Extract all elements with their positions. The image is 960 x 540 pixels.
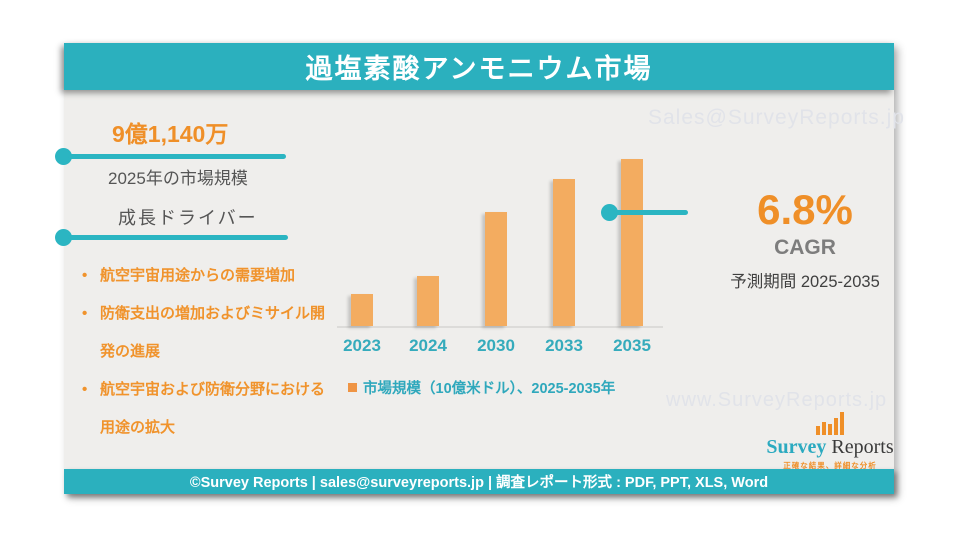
driver-text: 航空宇宙および防衛分野における用途の拡大 bbox=[100, 381, 326, 436]
accent-line bbox=[608, 210, 688, 215]
legend-label: 市場規模（10億米ドル）、2025-2035年 bbox=[363, 381, 616, 397]
x-axis-label: 2023 bbox=[343, 336, 381, 355]
accent-dot bbox=[55, 229, 72, 246]
chart-bar-2030 bbox=[485, 212, 507, 326]
logo-wordmark: Survey Reports bbox=[724, 436, 936, 459]
market-size-caption: 2025年の市場規模 bbox=[108, 169, 248, 188]
market-size-value: 9億1,140万 bbox=[112, 121, 229, 147]
x-axis-label: 2033 bbox=[545, 336, 583, 355]
driver-text: 防衛支出の増加およびミサイル開発の進展 bbox=[100, 305, 326, 360]
x-axis-label: 2035 bbox=[613, 336, 651, 355]
driver-item: • 防衛支出の増加およびミサイル開発の進展 bbox=[74, 295, 336, 371]
chart-bar-2035 bbox=[621, 159, 643, 326]
logo-tagline: 正確な結果、詳細な分析 bbox=[783, 461, 877, 470]
bullet-icon: • bbox=[82, 381, 88, 398]
footer-banner: ©Survey Reports | sales@surveyreports.jp… bbox=[64, 469, 894, 494]
bullet-icon: • bbox=[82, 305, 88, 322]
driver-item: • 航空宇宙用途からの需要増加 bbox=[74, 257, 336, 295]
accent-line bbox=[68, 235, 288, 240]
chart-legend: 市場規模（10億米ドル）、2025-2035年 bbox=[348, 377, 615, 398]
driver-text: 航空宇宙用途からの需要増加 bbox=[100, 267, 296, 284]
infographic-card: 過塩素酸アンモニウム市場 Sales@SurveyReports.jp www.… bbox=[55, 43, 904, 494]
chart-bar-2023 bbox=[351, 294, 373, 326]
bar-chart-icon bbox=[724, 411, 936, 435]
bullet-icon: • bbox=[82, 267, 88, 284]
legend-swatch-icon bbox=[348, 383, 357, 392]
cagr-label: CAGR bbox=[774, 236, 836, 259]
accent-line bbox=[68, 154, 286, 159]
forecast-period: 予測期間 2025-2035 bbox=[730, 273, 880, 291]
footer-text: ©Survey Reports | sales@surveyreports.jp… bbox=[189, 475, 769, 491]
growth-drivers-heading: 成長ドライバー bbox=[118, 208, 258, 228]
chart-bar-2024 bbox=[417, 276, 439, 326]
title-banner: 過塩素酸アンモニウム市場 bbox=[64, 43, 894, 90]
driver-item: • 航空宇宙および防衛分野における用途の拡大 bbox=[74, 371, 336, 447]
survey-reports-logo: Survey Reports 正確な結果、詳細な分析 bbox=[724, 411, 936, 471]
cagr-value: 6.8% bbox=[757, 186, 853, 233]
logo-name-secondary: Reports bbox=[826, 436, 894, 458]
watermark-sales-email: Sales@SurveyReports.jp bbox=[648, 106, 905, 129]
market-size-bar-chart: 2023 2024 2030 2033 2035 bbox=[337, 141, 663, 355]
watermark-website: www.SurveyReports.jp bbox=[666, 389, 888, 411]
chart-bar-2033 bbox=[553, 179, 575, 326]
x-axis-label: 2030 bbox=[477, 336, 515, 355]
cagr-panel: 6.8% CAGR 予測期間 2025-2035 bbox=[704, 186, 906, 292]
accent-dot bbox=[55, 148, 72, 165]
x-axis-label: 2024 bbox=[409, 336, 447, 355]
growth-drivers-list: • 航空宇宙用途からの需要増加 • 防衛支出の増加およびミサイル開発の進展 • … bbox=[74, 257, 342, 447]
page-title: 過塩素酸アンモニウム市場 bbox=[305, 54, 653, 84]
logo-name-primary: Survey bbox=[766, 436, 827, 458]
